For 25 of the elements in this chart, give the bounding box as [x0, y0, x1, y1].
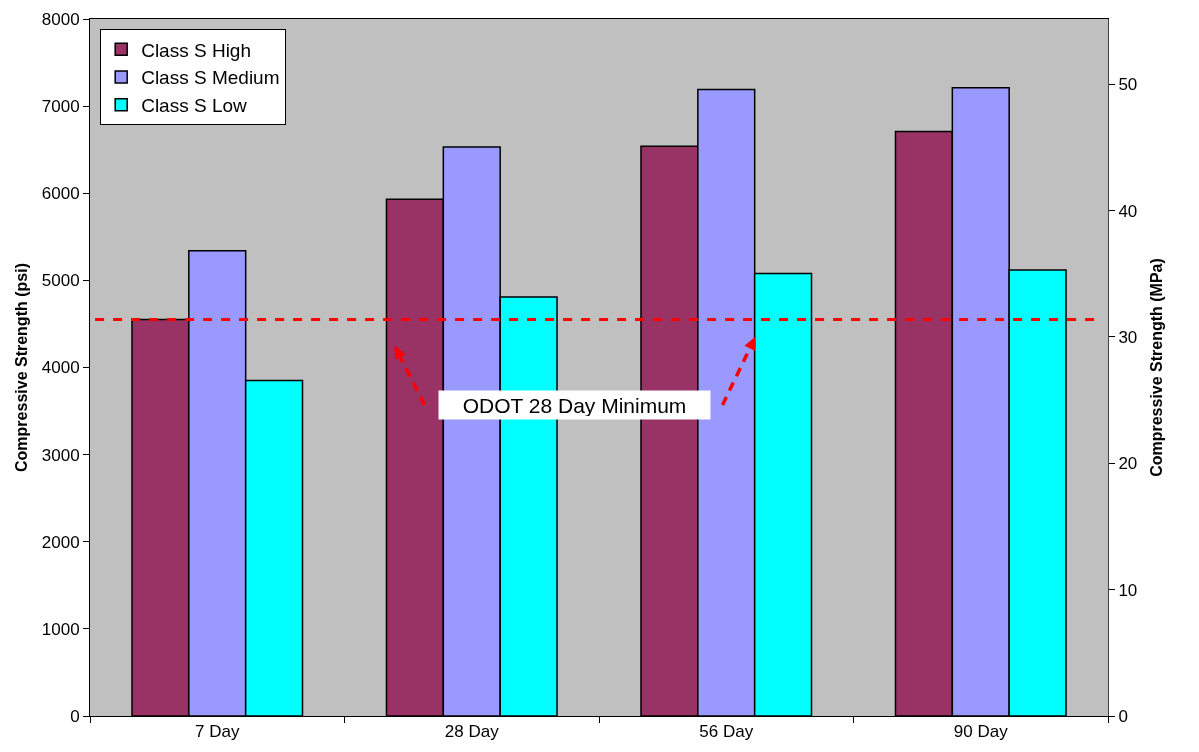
y2-axis-title: Compressive Strength (MPa): [1148, 258, 1166, 477]
y-tick-label: 2000: [41, 532, 80, 552]
y-tick-label: 6000: [41, 184, 80, 204]
y-tick-label: 4000: [41, 358, 80, 378]
y-tick-label: 7000: [41, 97, 80, 117]
y2-tick-label: 0: [1118, 706, 1128, 726]
y-tick-label: 3000: [41, 445, 80, 465]
y2-tick-label: 50: [1118, 75, 1138, 95]
x-tick-label: 28 Day: [444, 722, 500, 742]
legend-label: Class S High: [141, 39, 252, 61]
x-tick-label: 56 Day: [699, 722, 754, 742]
legend-label: Class S Medium: [141, 67, 280, 89]
y2-tick-label: 30: [1118, 327, 1138, 347]
legend-label: Class S Low: [141, 95, 248, 117]
y-tick-label: 0: [70, 706, 80, 726]
y2-tick-label: 20: [1118, 454, 1138, 474]
y2-tick-label: 10: [1118, 580, 1138, 600]
y2-tick-label: 40: [1118, 201, 1138, 221]
x-tick-label: 7 Day: [195, 722, 240, 742]
y-axis-title: Compressive Strength (psi): [12, 263, 30, 472]
y-tick-label: 1000: [41, 619, 80, 639]
y-tick-label: 8000: [41, 9, 80, 29]
x-tick-label: 90 Day: [953, 722, 1009, 742]
y-tick-label: 5000: [41, 271, 80, 291]
annotation: ODOT 28 Day Minimum: [462, 393, 687, 417]
